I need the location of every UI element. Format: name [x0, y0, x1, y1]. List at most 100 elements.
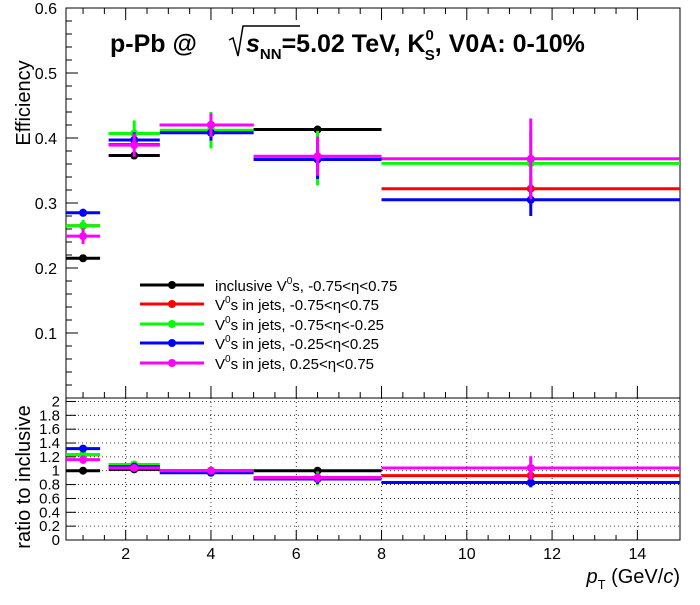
- x-tick-label: 2: [121, 546, 130, 563]
- x-tick-label: 4: [207, 546, 216, 563]
- ratio-marker: [313, 466, 322, 475]
- x-axis-unit-pre: (GeV/: [606, 566, 664, 588]
- legend-label-post: s in jets, -0.25<η<0.25: [231, 336, 379, 353]
- ratio-data-point: [253, 466, 382, 475]
- x-axis-sub: T: [598, 577, 606, 592]
- x-axis-var: p: [585, 566, 597, 588]
- title-energy-text: =5.02 TeV, K: [282, 30, 426, 58]
- efficiency-marker: [79, 208, 88, 217]
- ratio-marker: [130, 463, 139, 472]
- efficiency-marker: [79, 221, 88, 230]
- ratio-data-point: [66, 455, 101, 464]
- ratio-y-tick-label: 1.4: [39, 435, 60, 452]
- y-tick-label: 0.6: [35, 1, 57, 18]
- legend-label-sup: 0: [225, 315, 231, 326]
- x-tick-label: 8: [377, 546, 386, 563]
- legend-label-pre: inclusive V: [215, 278, 287, 295]
- ratio-y-tick-label: 0.6: [39, 490, 60, 507]
- bottom-data-marks: [66, 444, 680, 488]
- ratio-marker: [79, 466, 88, 475]
- legend-label-pre: V: [215, 317, 225, 334]
- ratio-marker: [79, 455, 88, 464]
- ratio-data-point: [66, 444, 101, 453]
- y-tick-label: 0.1: [35, 326, 57, 343]
- svg-text:inclusive V0s, -0.75<η<0.75: inclusive V0s, -0.75<η<0.75: [215, 276, 397, 295]
- title-prefix: p-Pb @: [110, 30, 197, 58]
- ratio-y-tick-label: 1.2: [39, 449, 60, 466]
- svg-text:V0s in jets, -0.75<η<0.75: V0s in jets, -0.75<η<0.75: [215, 295, 379, 314]
- ratio-y-tick-label: 0.8: [39, 477, 60, 494]
- legend: inclusive V0s, -0.75<η<0.75 V0s in jets,…: [140, 276, 397, 373]
- x-axis-unit-var: c: [663, 566, 673, 588]
- sqrt-symbol: [228, 25, 300, 57]
- ratio-marker: [313, 473, 322, 482]
- ratio-marker: [526, 463, 535, 472]
- efficiency-marker: [130, 141, 139, 150]
- x-tick-label: 6: [292, 546, 301, 563]
- title-particle-sup: 0: [425, 27, 433, 44]
- ratio-data-point: [253, 472, 382, 483]
- ratio-y-tick-label: 2: [52, 393, 60, 410]
- efficiency-marker: [313, 125, 322, 134]
- ratio-y-tick-label: 1.8: [39, 407, 60, 424]
- efficiency-marker: [313, 152, 322, 161]
- efficiency-marker: [526, 195, 535, 204]
- legend-label-post: s in jets, -0.75<η<-0.25: [231, 317, 384, 334]
- bottom-y-axis-label: ratio to inclusive: [13, 405, 35, 548]
- legend-label-post: s in jets, 0.25<η<0.75: [231, 356, 374, 373]
- title-energy: sNN=5.02 TeV, K0 S, V0A: 0-10%: [246, 27, 585, 64]
- ratio-marker: [526, 478, 535, 487]
- efficiency-data-point: [159, 113, 254, 137]
- efficiency-data-point: [66, 254, 101, 263]
- bottom-axes: 00.20.40.60.811.21.41.61.822 4 6 8 10 12 14: [39, 393, 646, 563]
- efficiency-marker: [79, 232, 88, 241]
- ratio-marker: [79, 444, 88, 453]
- ratio-data-point: [159, 466, 254, 475]
- legend-label-post: s, -0.75<η<0.75: [292, 278, 397, 295]
- efficiency-marker: [79, 254, 88, 263]
- chart-title: p-Pb @: [110, 30, 197, 58]
- y-tick-label: 0.3: [35, 196, 57, 213]
- ratio-marker: [206, 466, 215, 475]
- ratio-y-tick-label: 0.4: [39, 504, 60, 521]
- x-tick-label: 12: [543, 546, 561, 563]
- title-sqrt-sub: NN: [260, 46, 282, 63]
- ratio-y-tick-label: 0.2: [39, 518, 60, 535]
- top-y-axis-label: Efficiency: [13, 60, 35, 145]
- ratio-y-tick-label: 1: [52, 463, 60, 480]
- title-particle-sub: S: [425, 47, 435, 64]
- legend-label-sup: 0: [287, 276, 293, 287]
- legend-entry: V0s in jets, -0.75<η<-0.25: [140, 315, 384, 334]
- svg-text:V0s in jets, -0.25<η<0.25: V0s in jets, -0.25<η<0.25: [215, 334, 379, 353]
- x-tick-label: 10: [458, 546, 476, 563]
- ratio-y-tick-label: 1.6: [39, 421, 60, 438]
- legend-entry: V0s in jets, 0.25<η<0.75: [140, 354, 374, 373]
- efficiency-marker: [206, 121, 215, 129]
- top-axes: 0.1 0.2 0.3 0.4 0.5 0.6: [35, 1, 638, 398]
- ratio-data-point: [108, 463, 160, 472]
- efficiency-data-point: [253, 136, 382, 176]
- legend-entry: V0s in jets, -0.75<η<0.75: [140, 295, 379, 314]
- ratio-data-point: [66, 466, 101, 475]
- x-axis-label: pT (GeV/c): [585, 566, 680, 592]
- legend-label-sup: 0: [225, 295, 231, 306]
- svg-text:V0s in jets, 0.25<η<0.75: V0s in jets, 0.25<η<0.75: [215, 354, 374, 373]
- legend-entry: V0s in jets, -0.25<η<0.25: [140, 334, 379, 353]
- legend-label-post: s in jets, -0.75<η<0.75: [231, 297, 379, 314]
- efficiency-data-point: [108, 133, 160, 157]
- title-suffix: , V0A: 0-10%: [435, 30, 585, 58]
- ratio-data-point: [381, 456, 680, 480]
- legend-label-sup: 0: [225, 354, 231, 365]
- legend-label-pre: V: [215, 336, 225, 353]
- svg-text:V0s in jets, -0.75<η<-0.25: V0s in jets, -0.75<η<-0.25: [215, 315, 384, 334]
- x-axis-unit-post: ): [673, 566, 680, 588]
- efficiency-marker: [526, 154, 535, 163]
- legend-label-pre: V: [215, 356, 225, 373]
- legend-label-pre: V: [215, 297, 225, 314]
- y-tick-label: 0.2: [35, 261, 57, 278]
- legend-entry: inclusive V0s, -0.75<η<0.75: [140, 276, 397, 295]
- top-data-marks: [66, 112, 680, 263]
